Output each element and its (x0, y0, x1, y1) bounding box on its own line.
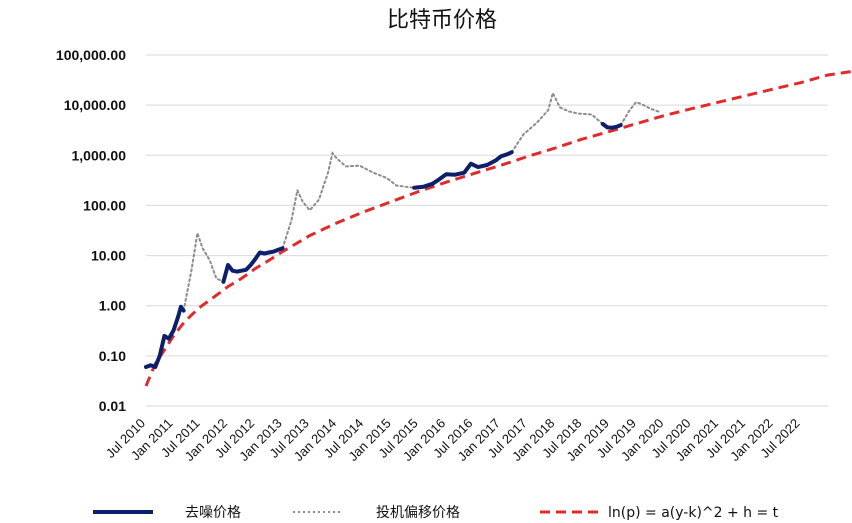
series-speculative-line (281, 150, 416, 250)
chart-title: 比特币价格 (387, 8, 497, 33)
y-axis-ticks: 0.01 0.10 1.00 10.00 100.00 1,000.00 10,000.00… (56, 47, 126, 414)
y-tick-label: 100,000.00 (56, 47, 126, 63)
legend-label-denoised: 去噪价格 (185, 505, 241, 521)
y-tick-label: 0.10 (99, 348, 126, 364)
y-tick-label: 1.00 (99, 298, 126, 314)
series-speculative-line (510, 90, 604, 154)
y-tick-label: 10,000.00 (64, 97, 126, 113)
y-tick-label: 0.01 (99, 398, 126, 414)
legend-label-speculative: 投机偏移价格 (376, 505, 460, 521)
series-denoised-line (221, 246, 285, 284)
series-model-line (144, 69, 852, 387)
legend-label-model: ln(p) = a(y-k)^2 + h = t (608, 505, 779, 521)
y-tick-label: 10.00 (91, 248, 126, 264)
series-speculative-line (619, 100, 661, 127)
y-tick-label: 100.00 (83, 197, 126, 213)
series-denoised-line (412, 150, 514, 190)
series-denoised-line (600, 122, 623, 130)
legend: 去噪价格 投机偏移价格 ln(p) = a(y-k)^2 + h = t (93, 505, 779, 521)
grid-lines (146, 54, 828, 407)
series-speculative-line (182, 232, 225, 312)
series-lines (144, 69, 852, 387)
y-tick-label: 1,000.00 (72, 147, 127, 163)
series-denoised-line (144, 304, 186, 369)
